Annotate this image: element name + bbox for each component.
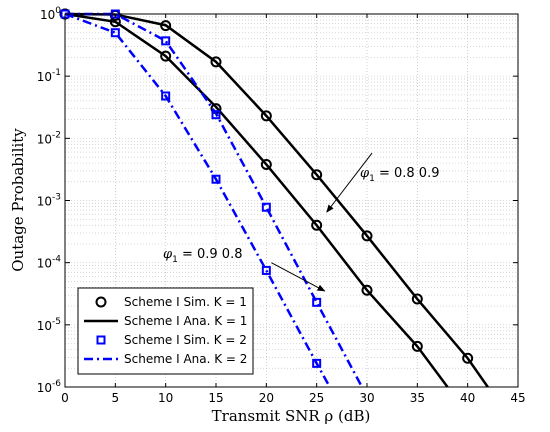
annotation-label: φ1 = 0.9 0.8 [163,247,242,265]
y-tick-label: 10-1 [37,68,61,84]
legend-label: Scheme I Sim. K = 1 [124,295,247,309]
series-group [59,8,489,388]
x-tick-label: 35 [410,391,425,405]
data-point-square [211,110,221,120]
legend-marker-square [96,335,106,345]
data-point-square [261,202,271,212]
data-point-square [312,297,322,307]
data-point-circle [210,56,222,68]
y-tick-label: 10-3 [37,193,61,209]
legend-label: Scheme I Ana. K = 1 [124,314,247,328]
legend-label: Scheme I Sim. K = 2 [124,333,247,347]
x-tick-label: 0 [61,391,69,405]
legend-label: Scheme I Ana. K = 2 [124,352,247,366]
x-tick-label: 5 [112,391,120,405]
x-tick-label: 45 [510,391,525,405]
x-tick-label: 10 [158,391,173,405]
x-axis-ticks: 0 5 10 15 20 25 30 35 40 45 [61,14,526,405]
series-line-k2-7 [64,12,331,388]
data-point-circle [361,284,373,296]
y-tick-label: 10-5 [37,317,61,333]
x-tick-label: 30 [359,391,374,405]
data-point-square [312,358,322,368]
data-point-circle [260,110,272,122]
x-tick-label: 20 [259,391,274,405]
data-point-circle [260,158,272,170]
legend: Scheme I Sim. K = 1 Scheme I Ana. K = 1 Sc… [77,287,254,375]
data-point-circle [411,340,423,352]
legend-marker-circle [95,296,107,308]
y-axis-ticks: 100 10-1 10-2 10-3 10-4 10-5 10-6 [37,6,518,395]
data-point-circle [160,50,172,62]
annotation-arrow [271,262,326,292]
series-line-k1-2 [64,12,489,388]
data-point-square [161,91,171,101]
y-tick-label: 10-6 [37,379,62,395]
data-point-circle [411,293,423,305]
data-point-circle [311,219,323,231]
x-tick-label: 40 [460,391,475,405]
annotation-label: φ1 = 0.8 0.9 [360,166,439,184]
annotation-arrow [326,152,373,213]
series-line-k1-3 [64,12,449,388]
annotations: φ1 = 0.8 0.9 φ1 = 0.9 0.8 [163,152,439,292]
x-tick-label: 25 [309,391,324,405]
y-axis-label: Outage Probability [9,128,27,272]
data-point-circle [462,352,474,364]
y-tick-label: 100 [40,6,61,22]
y-tick-label: 10-2 [37,130,61,146]
data-point-square [211,174,221,184]
data-point-circle [311,169,323,181]
data-point-circle [361,230,373,242]
data-point-square [261,265,271,275]
x-axis-label: Transmit SNR ρ (dB) [212,407,371,425]
y-tick-label: 10-4 [37,255,62,271]
x-tick-label: 15 [208,391,223,405]
data-point-circle [160,20,172,32]
data-point-square [110,28,120,38]
series-line-k2-6 [65,12,364,388]
data-point-square [161,36,171,46]
